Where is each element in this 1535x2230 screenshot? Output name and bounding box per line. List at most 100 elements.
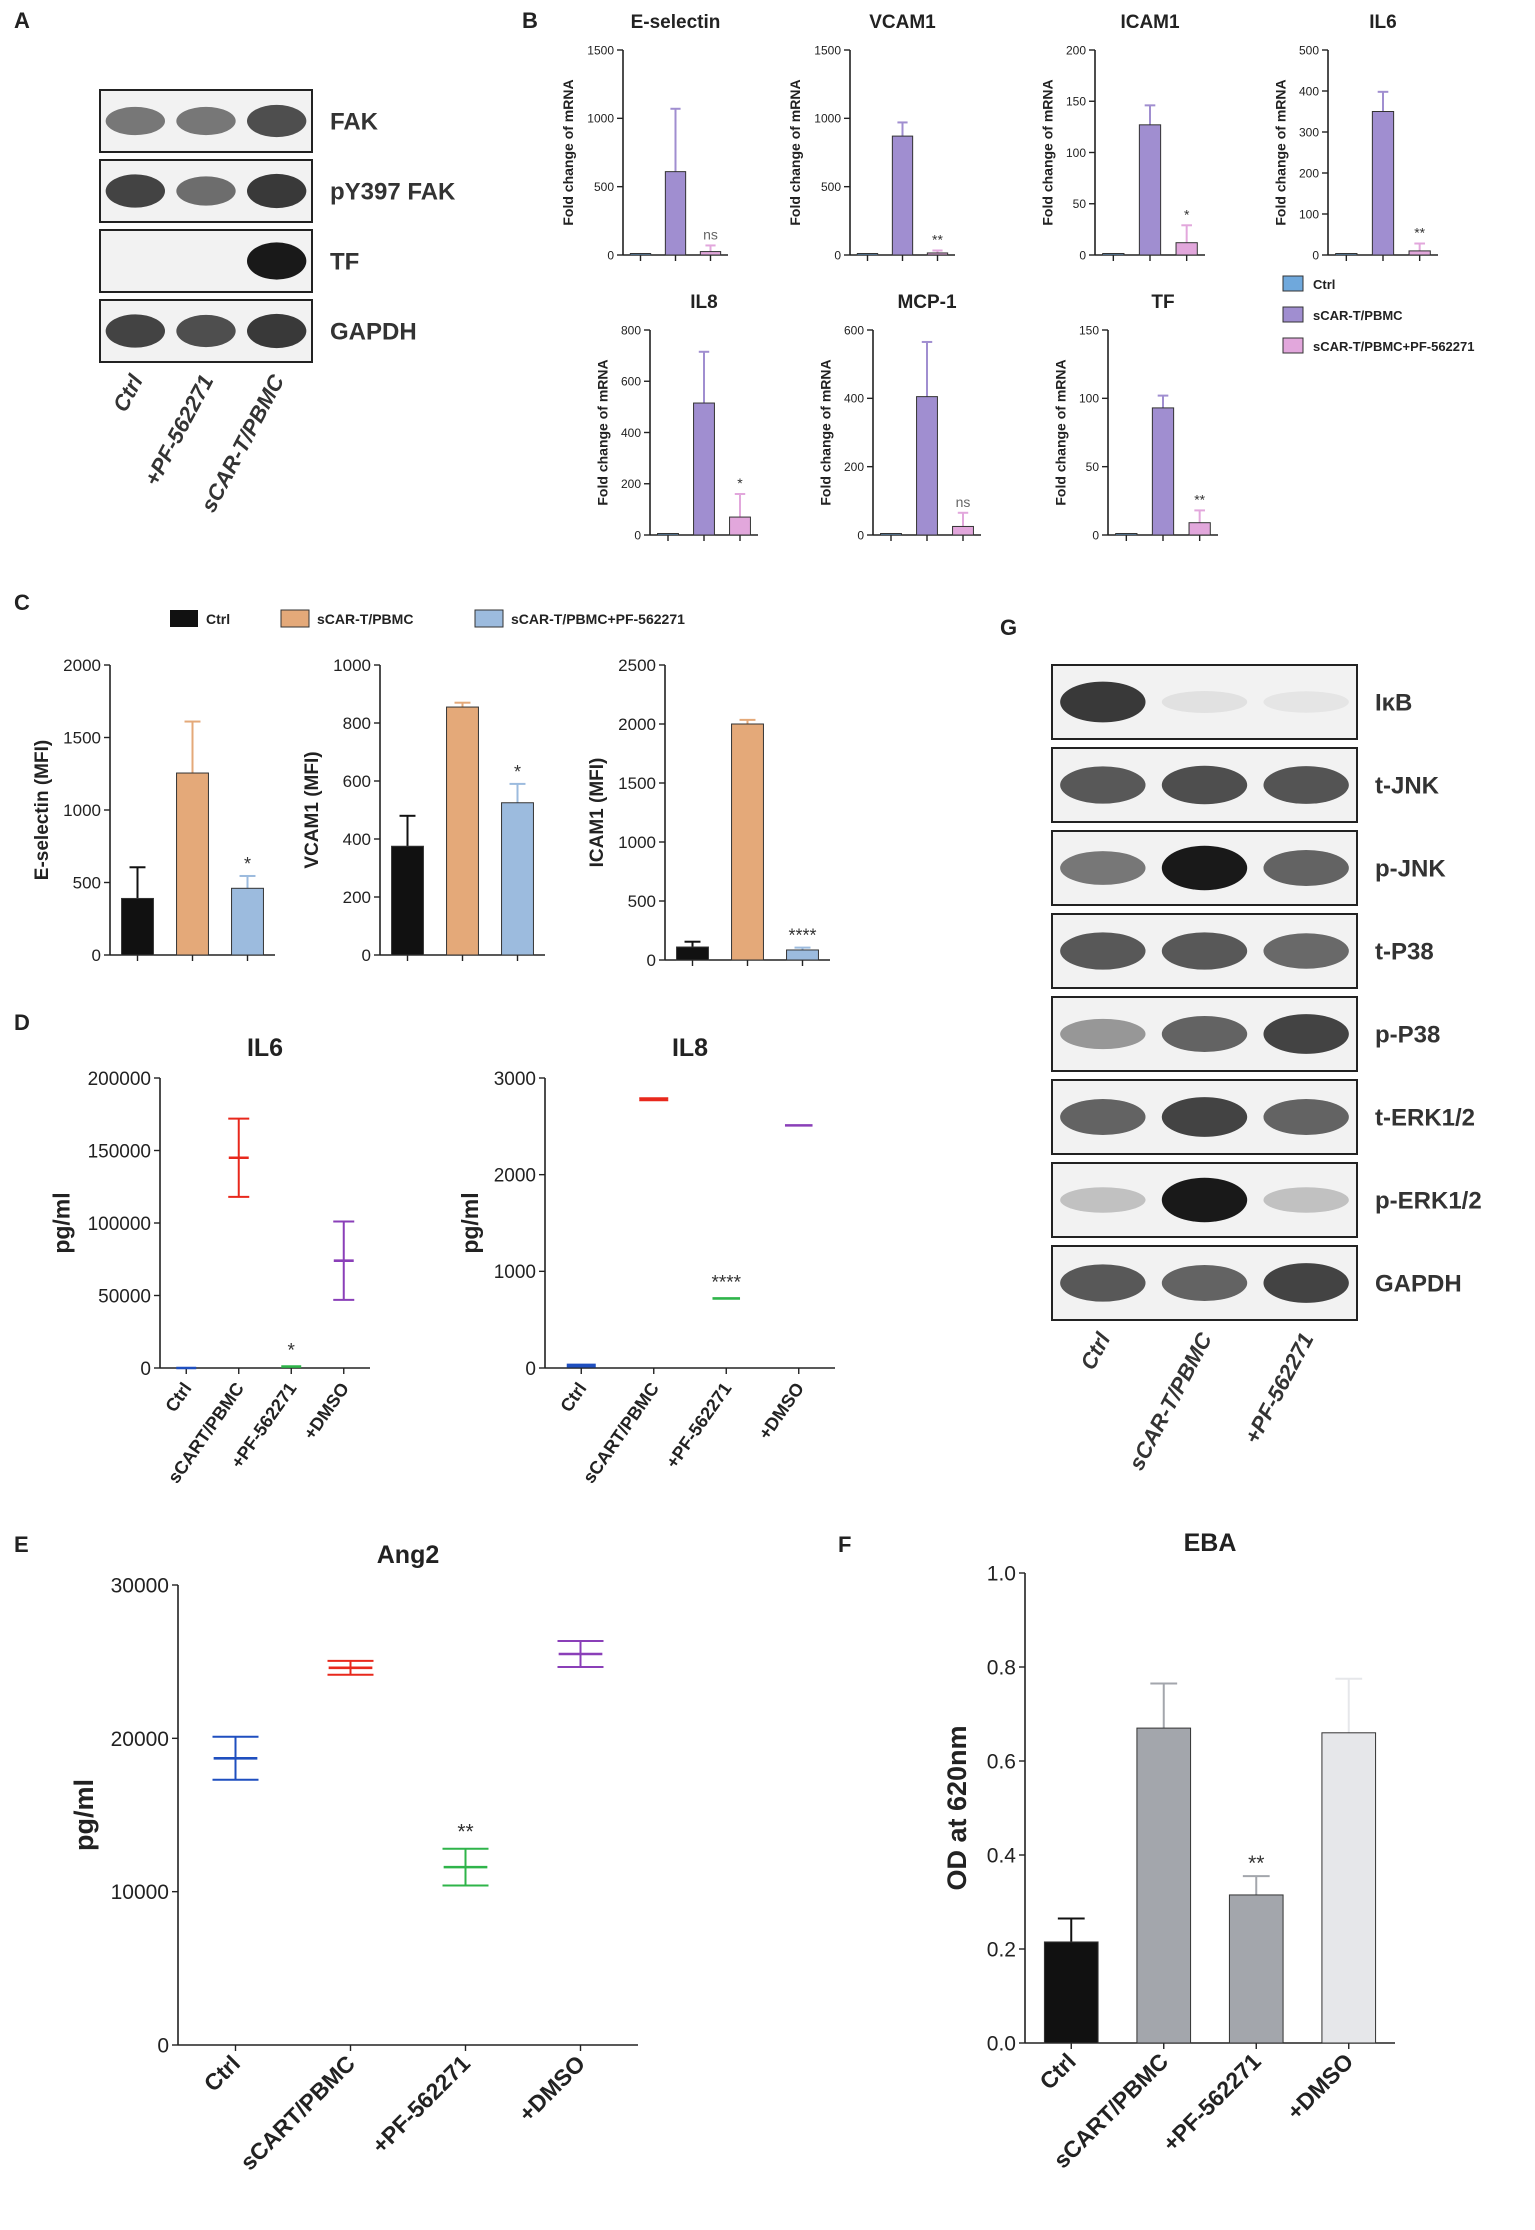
blot-t-erk1-2: t-ERK1/2 xyxy=(1051,1079,1475,1155)
blot-lane-pf-562271: +PF-562271 xyxy=(1239,1329,1318,1448)
blot-band xyxy=(105,314,166,348)
chart-b-vcam1-bar-ctrl xyxy=(856,253,879,256)
chart-b-il6: IL6 0 100 200 300 400 500 Fold change of mRNA ** xyxy=(1273,12,1438,262)
chart-b-vcam1-ylabel: Fold change of mRNA xyxy=(787,79,803,225)
blot-band xyxy=(1161,932,1248,970)
blot-t-p38: t-P38 xyxy=(1051,913,1434,989)
chart-c-icam1-mfi-sig-scar-t-pbmc-pf-562271: **** xyxy=(788,926,816,946)
chart-b-icam1-bar-scar-t-pbmc-pf-562271 xyxy=(1175,242,1198,256)
chart-c-vcam1-mfi-ytick-label: 400 xyxy=(343,830,371,849)
blot-band xyxy=(1161,1264,1248,1302)
chart-f-eba-ytick-label: 1.0 xyxy=(987,1563,1016,1586)
blot-band xyxy=(1060,766,1146,804)
chart-c-icam1-mfi-ytick-label: 1500 xyxy=(618,774,656,793)
chart-f-eba-bar-pf-562271 xyxy=(1228,1894,1284,2044)
chart-f-eba-xlabel-pf-562271: +PF-562271 xyxy=(1157,2048,1265,2156)
blot-band xyxy=(1263,849,1349,887)
chart-f-eba-xlabel-dmso: +DMSO xyxy=(1282,2048,1359,2125)
chart-b-il6-bar-ctrl xyxy=(1335,253,1358,256)
chart-d-il8-ytick-label: 2000 xyxy=(494,1166,536,1187)
chart-c-icam1-mfi-bar-ctrl xyxy=(676,946,709,961)
blot-band xyxy=(1161,1015,1248,1053)
panel-letter-f: F xyxy=(838,1532,851,1557)
chart-b-mcp-1: MCP-1 0 200 400 600 Fold change of mRNA ns xyxy=(818,292,981,542)
blot-band xyxy=(1263,1263,1349,1303)
chart-c-e-selectin-mfi-ytick-label: 0 xyxy=(92,946,101,965)
chart-b-il6-bar-scar-t-pbmc-pf-562271 xyxy=(1408,250,1431,256)
chart-d-il6-xlabel-dmso: +DMSO xyxy=(300,1379,353,1443)
chart-b-vcam1-title: VCAM1 xyxy=(869,12,936,33)
chart-c-icam1-mfi-ytick-label: 2500 xyxy=(618,656,656,675)
chart-d-il6-sig-pf-562271: * xyxy=(288,1341,296,1362)
chart-b-il8-sig-scar-t-pbmc-pf-562271: * xyxy=(737,475,743,491)
chart-c-vcam1-mfi-ytick-label: 600 xyxy=(343,772,371,791)
blot-band xyxy=(246,242,307,280)
chart-d-il8-sig-pf-562271: **** xyxy=(711,1272,741,1293)
chart-b-tf-ytick-label: 0 xyxy=(1092,528,1099,542)
chart-b-il6-ytick-label: 500 xyxy=(1299,43,1319,57)
chart-d-il6-xlabel-ctrl: Ctrl xyxy=(161,1379,195,1416)
legend-panel-b: Ctrl sCAR-T/PBMC sCAR-T/PBMC+PF-562271 xyxy=(1282,275,1474,354)
chart-d-il8-ytick-label: 0 xyxy=(525,1359,536,1380)
chart-e-ang2-xlabel-scart-pbmc: sCART/PBMC xyxy=(235,2050,360,2175)
blot-label-p-erk1-2: p-ERK1/2 xyxy=(1375,1187,1482,1214)
chart-f-eba-ylabel: OD at 620nm xyxy=(942,1725,972,1890)
chart-e-ang2-ytick-label: 10000 xyxy=(111,1881,169,1904)
chart-b-il8-bar-scar-t-pbmc xyxy=(693,402,715,536)
chart-b-il6-ytick-label: 300 xyxy=(1299,125,1319,139)
chart-d-il8-xlabel-ctrl: Ctrl xyxy=(556,1379,590,1416)
chart-b-tf-ytick-label: 150 xyxy=(1079,323,1099,337)
legend-swatch-scar xyxy=(1282,306,1304,323)
chart-b-mcp-1-ytick-label: 600 xyxy=(844,323,864,337)
chart-d-il6-ylabel: pg/ml xyxy=(48,1192,74,1253)
chart-d-il6-title: IL6 xyxy=(247,1034,283,1062)
chart-b-e-selectin-ytick-label: 1500 xyxy=(587,43,614,57)
chart-b-tf-sig-scar-t-pbmc-pf-562271: ** xyxy=(1194,491,1205,507)
blot-band xyxy=(1060,1264,1146,1302)
chart-c-vcam1-mfi-ytick-label: 800 xyxy=(343,714,371,733)
blot-band xyxy=(176,314,236,348)
chart-d-il8-xlabel-scart-pbmc: sCART/PBMC xyxy=(579,1379,663,1487)
blot-band xyxy=(176,176,236,206)
chart-b-il8-ytick-label: 800 xyxy=(621,323,641,337)
chart-b-tf: TF 0 50 100 150 Fold change of mRNA ** xyxy=(1053,292,1218,542)
western-blot-panel-g: IκB t-JNK p-JNK t-P38 p-P38 t-ERK1/2 p-ERK1/2 G… xyxy=(1051,664,1482,1474)
panel-letters: A B C D E F G xyxy=(14,8,1017,1557)
chart-c-e-selectin-mfi-sig-scar-t-pbmc-pf-562271: * xyxy=(244,854,251,874)
chart-b-il6-ytick-label: 200 xyxy=(1299,166,1319,180)
blot-band xyxy=(1060,1187,1146,1213)
blot-gapdh: GAPDH xyxy=(1051,1245,1462,1321)
legend-label-ctrl: Ctrl xyxy=(1313,277,1335,292)
chart-b-tf-bar-ctrl xyxy=(1115,533,1138,536)
chart-f-eba-ytick-label: 0.4 xyxy=(987,1845,1017,1868)
chart-b-tf-ytick-label: 100 xyxy=(1079,392,1099,406)
chart-b-il6-ytick-label: 100 xyxy=(1299,207,1319,221)
chart-c-e-selectin-mfi-bar-scar-t-pbmc xyxy=(176,772,209,956)
chart-b-mcp-1-ytick-label: 200 xyxy=(844,460,864,474)
chart-e-ang2-ytick-label: 0 xyxy=(157,2035,169,2058)
chart-b-il6-sig-scar-t-pbmc-pf-562271: ** xyxy=(1414,225,1425,241)
blot-band xyxy=(1060,1098,1146,1136)
chart-b-mcp-1-bar-scar-t-pbmc-pf-562271 xyxy=(952,525,974,536)
chart-c-e-selectin-mfi-bar-scar-t-pbmc-pf-562271 xyxy=(231,887,264,956)
chart-b-il6-ytick-label: 0 xyxy=(1312,248,1319,262)
blot-band xyxy=(1161,691,1248,713)
panel-letter-a: A xyxy=(14,8,30,33)
blot-label-p-jnk: p-JNK xyxy=(1375,855,1446,882)
chart-d-il8-ytick-label: 3000 xyxy=(494,1069,536,1090)
chart-b-il8-ylabel: Fold change of mRNA xyxy=(595,359,611,505)
blot-lane-pf-562271: +PF-562271 xyxy=(139,371,218,490)
chart-b-il8-ytick-label: 200 xyxy=(621,477,641,491)
legend-swatch-pf xyxy=(1282,337,1304,354)
chart-c-icam1-mfi: 0 500 1000 1500 2000 2500 ICAM1 (MFI) **** xyxy=(587,656,830,970)
chart-b-e-selectin-bar-scar-t-pbmc-pf-562271 xyxy=(699,251,722,256)
legend-swatch-scar-c xyxy=(280,609,310,628)
chart-b-e-selectin-sig-scar-t-pbmc-pf-562271: ns xyxy=(703,226,718,242)
chart-e-ang2-title: Ang2 xyxy=(377,1541,440,1569)
blot-label-gapdh: GAPDH xyxy=(1375,1270,1462,1297)
panel-letter-b: B xyxy=(522,8,538,33)
chart-d-il6-ytick-label: 200000 xyxy=(88,1069,151,1090)
legend-label-pf-c: sCAR-T/PBMC+PF-562271 xyxy=(511,611,685,627)
chart-f-eba-ytick-label: 0.8 xyxy=(987,1657,1016,1680)
